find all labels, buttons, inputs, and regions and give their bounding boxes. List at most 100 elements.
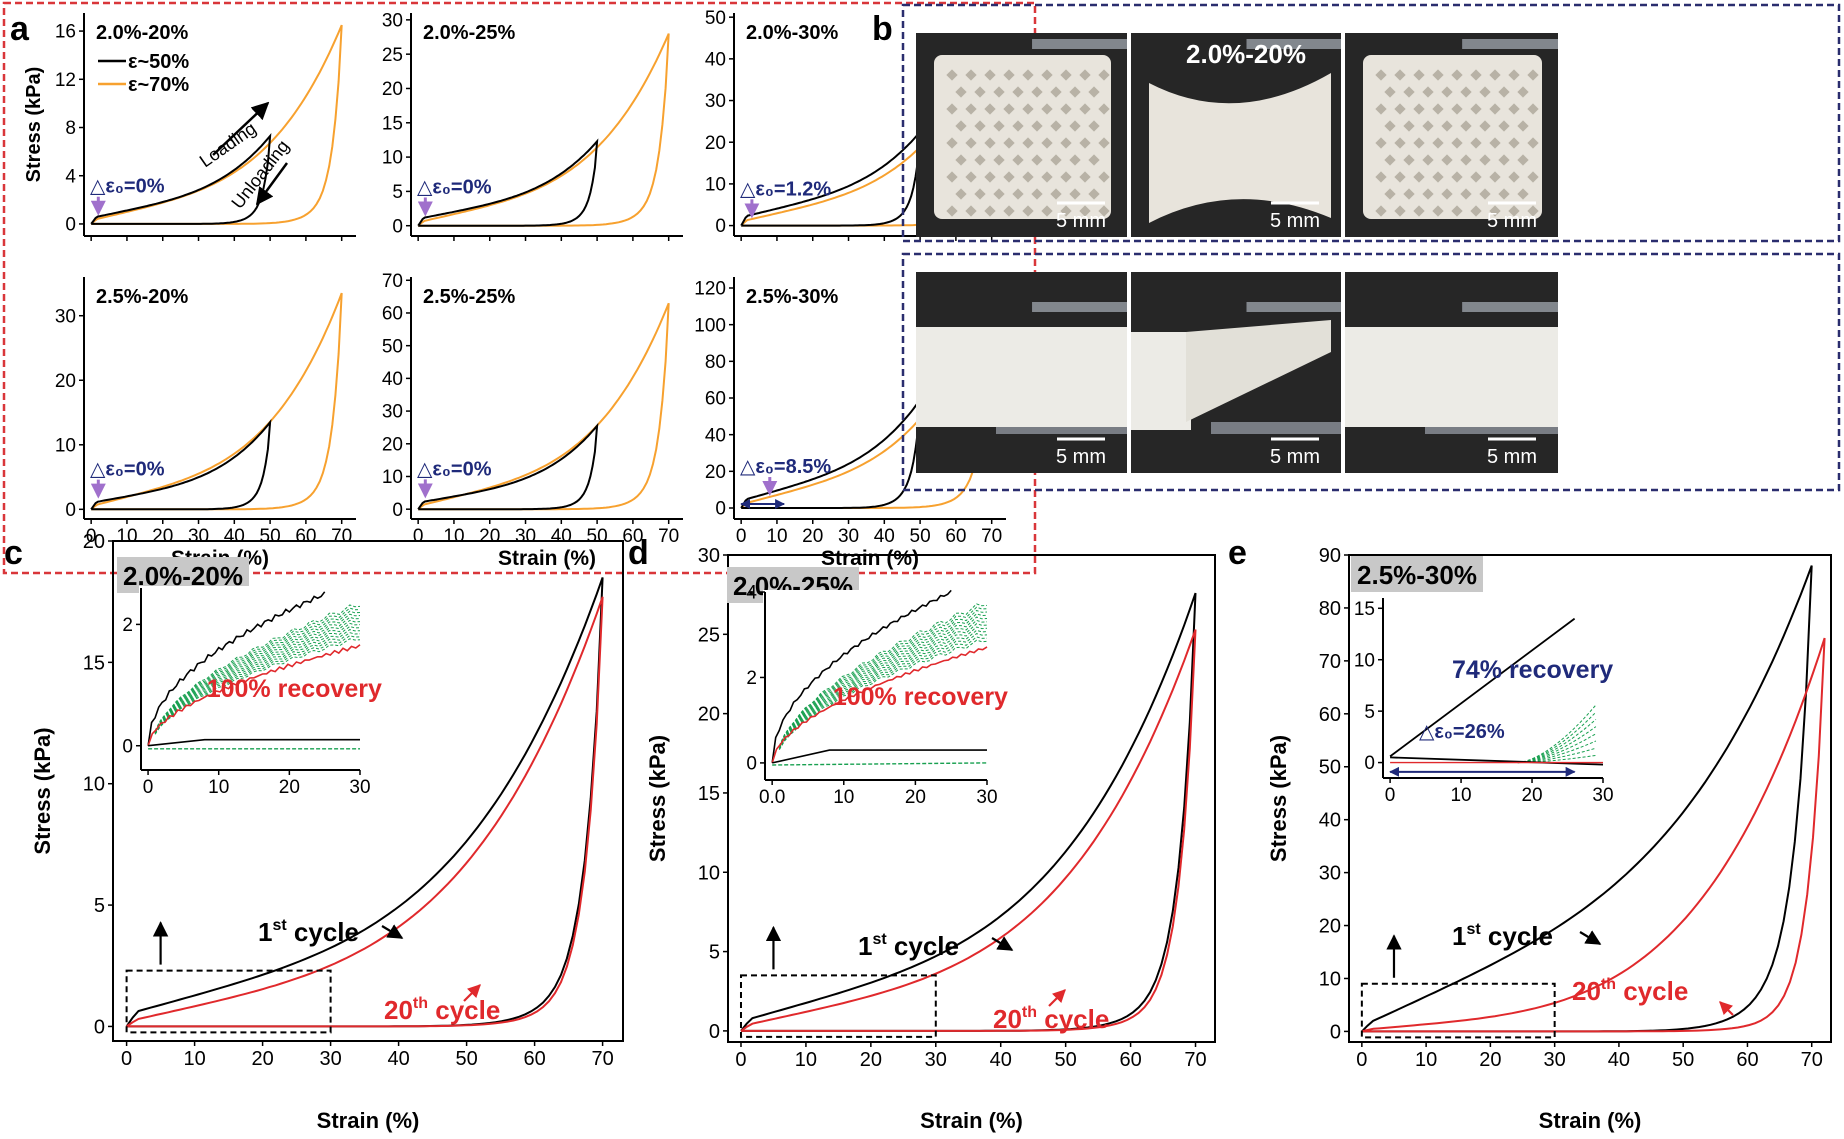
specimen-shape (1345, 327, 1558, 427)
lattice-hole (974, 154, 986, 166)
y-tick-label: 0 (1364, 753, 1375, 774)
delta-epsilon-label: △ε₀=0% (90, 459, 165, 481)
intermediate-cycle-line (1517, 711, 1597, 764)
lattice-hole (1050, 120, 1062, 132)
x-tick-label: 20 (152, 526, 173, 547)
lattice-hole (1003, 171, 1015, 183)
scale-bar-label: 5 mm (1270, 446, 1320, 468)
x-tick-label: 0 (736, 526, 747, 547)
y-tick-label: 2 (122, 615, 133, 636)
x-tick-label: 70 (658, 526, 679, 547)
y-tick-label: 2 (746, 668, 757, 689)
lattice-hole (1413, 69, 1425, 81)
lattice-hole (1508, 205, 1520, 217)
cycle-1-arrow (991, 936, 1014, 951)
lattice-hole (1489, 171, 1501, 183)
y-axis-label: Stress (kPa) (645, 735, 670, 862)
lattice-hole (984, 171, 996, 183)
lattice-hole (1403, 120, 1415, 132)
photo-cell: 5 mm (1345, 272, 1558, 473)
zoom-region-box (125, 969, 332, 1034)
intermediate-cycle-line (154, 635, 361, 735)
y-tick-label: 40 (382, 369, 403, 390)
y-tick-label: 15 (698, 783, 720, 805)
subplot-title: 2.0%-30% (746, 22, 838, 44)
y-tick-label: 5 (1364, 702, 1375, 723)
lattice-hole (1012, 154, 1024, 166)
cycle-20-line (1361, 637, 1826, 1033)
lattice-hole (1489, 103, 1501, 115)
y-tick-label: 0 (122, 736, 133, 757)
x-tick-label: 30 (925, 1049, 947, 1071)
subplot-title: 2.0%-20% (96, 22, 188, 44)
x-tick-label: 10 (208, 777, 229, 798)
intermediate-cycle-line (1517, 733, 1597, 764)
y-tick-label: 10 (55, 435, 76, 456)
lattice-hole (1069, 188, 1081, 200)
lattice-hole (1451, 171, 1463, 183)
lattice-hole (984, 205, 996, 217)
x-tick-label: 20 (802, 526, 823, 547)
lattice-hole (1069, 86, 1081, 98)
intermediate-cycle-line (154, 625, 361, 734)
lattice-hole (1022, 69, 1034, 81)
lattice-hole (1060, 205, 1072, 217)
y-tick-label: 4 (746, 583, 757, 604)
lattice-hole (1069, 154, 1081, 166)
delta-epsilon-label: △ε₀=1.2% (740, 178, 831, 200)
lattice-hole (1031, 120, 1043, 132)
lattice-hole (955, 188, 967, 200)
lattice-hole (1527, 69, 1539, 81)
subplot-title: 2.5%-25% (423, 286, 515, 308)
lattice-hole (1498, 188, 1510, 200)
specimen-shape (1149, 73, 1331, 223)
intermediate-cycle-line (154, 632, 361, 734)
y-tick-label: 10 (698, 862, 720, 884)
y-axis-label: Stress (kPa) (23, 67, 45, 183)
inset-cycle-1-unload (1390, 756, 1604, 766)
intermediate-cycle-line (778, 616, 988, 748)
x-tick-label: 70 (981, 526, 1002, 547)
inset-cycle-1-line (1389, 617, 1576, 758)
x-tick-label: 10 (833, 787, 854, 808)
lattice-hole (1460, 86, 1472, 98)
lattice-hole (1432, 171, 1444, 183)
lattice-hole (1413, 137, 1425, 149)
lattice-hole (1451, 205, 1463, 217)
y-axis-label: Stress (kPa) (30, 727, 55, 854)
subplot-title: 2.5%-30% (746, 286, 838, 308)
lattice-hole (1375, 205, 1387, 217)
cycle-1-arrow (1579, 930, 1602, 945)
lattice-hole (1022, 171, 1034, 183)
lattice-hole (1489, 137, 1501, 149)
lattice-hole (1375, 69, 1387, 81)
clamp-shape (1246, 39, 1341, 49)
lattice-hole (1508, 137, 1520, 149)
y-tick-label: 20 (55, 371, 76, 392)
cycle-20-label: 20th cycle (384, 995, 500, 1025)
lattice-hole (1470, 103, 1482, 115)
lattice-hole (1060, 137, 1072, 149)
intermediate-cycle-line (154, 616, 361, 733)
x-tick-label: 30 (349, 777, 370, 798)
lattice-hole (1022, 205, 1034, 217)
lattice-hole (1498, 86, 1510, 98)
y-tick-label: 70 (1319, 651, 1341, 673)
x-tick-label: 0 (143, 777, 154, 798)
subplot-title: 2.5%-20% (96, 286, 188, 308)
inset-cycle-1-line (771, 589, 952, 764)
lattice-hole (1479, 154, 1491, 166)
lattice-hole (1384, 154, 1396, 166)
lattice-hole (1079, 205, 1091, 217)
cycle-20-arrow (1719, 1001, 1734, 1016)
cycle-20-line (740, 629, 1197, 1032)
x-tick-label: 0.0 (759, 787, 785, 808)
x-tick-label: 20 (279, 777, 300, 798)
lattice-hole (1031, 154, 1043, 166)
x-tick-label: 0 (1356, 1049, 1367, 1071)
lattice-hole (1489, 69, 1501, 81)
delta-epsilon-label: △ε₀=8.5% (740, 456, 831, 478)
x-tick-label: 50 (455, 1048, 477, 1070)
photo-cell: 5 mm 2.0%-20% (1131, 33, 1341, 237)
panel-label-a: a (10, 10, 30, 48)
